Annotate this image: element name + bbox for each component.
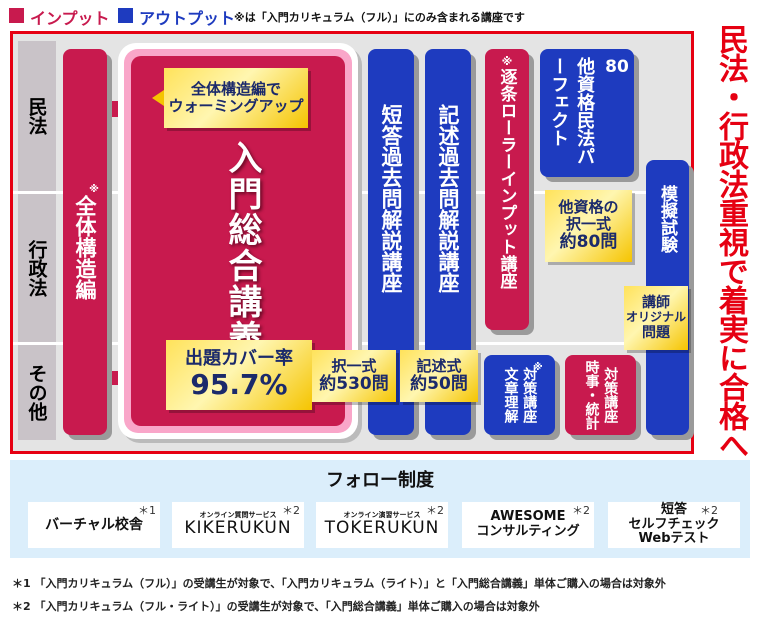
- follow-kikerukun: オンライン質問サービス KIKERUKUN ＊2: [172, 502, 304, 548]
- coverage-badge: 出題カバー率 95.7%: [166, 340, 312, 410]
- follow-self-check-web-test: 短答 セルフチェック Webテスト ＊2: [608, 502, 740, 548]
- legend-output: アウトプット: [139, 9, 236, 28]
- input-swatch: [9, 8, 24, 23]
- other-license-badge: 他資格の 択一式 約80問: [545, 190, 632, 262]
- output-swatch: [118, 8, 133, 23]
- callout-pointer: [152, 90, 164, 106]
- row-label-gyoseiho: 行政法: [18, 194, 56, 342]
- follow-awesome-consulting: AWESOME コンサルティング ＊2: [462, 502, 594, 548]
- kijutsu-count-badge: 記述式 約50問: [400, 350, 478, 402]
- tanto-count-badge: 択一式 約530問: [312, 350, 396, 402]
- footnote-1: ＊1 「入門カリキュラム（フル）」の受講生が対象で、「入門カリキュラム（ライト）…: [12, 577, 666, 590]
- main-course-title: 入門総合講義: [222, 140, 262, 356]
- legend-note: ※は「入門カリキュラム（フル）」にのみ含まれる講座です: [234, 11, 525, 24]
- row-label-minpo: 民法: [18, 41, 56, 191]
- warmup-callout: 全体構造編で ウォーミングアップ: [164, 68, 308, 128]
- row-label-other: その他: [18, 345, 56, 440]
- slogan: 民法・行政法重視で着実に合格へ！: [713, 24, 748, 488]
- course-other-license-minpo: 他資格民法パーフェクト 80: [540, 49, 634, 177]
- course-jiji-tokei: 時事・統計 対策講座: [565, 355, 636, 435]
- legend-input: インプット: [30, 9, 110, 28]
- course-bunsho-rikai: 文章理解 対策講座: [484, 355, 555, 435]
- course-overview: ※ 全体構造編: [63, 49, 107, 435]
- footnote-2: ＊2 「入門カリキュラム（フル・ライト）」の受講生が対象で、「入門総合講義」単体…: [12, 600, 540, 613]
- follow-tokerukun: オンライン演習サービス TOKERUKUN ＊2: [316, 502, 448, 548]
- bunsho-mark: ※: [533, 362, 543, 373]
- follow-virtual-campus: バーチャル校舎 ＊1: [28, 502, 160, 548]
- mock-original-badge: 講師 オリジナル 問題: [624, 286, 688, 350]
- course-chikujo-roller: ※ 逐条ローラーインプット講座: [485, 49, 529, 330]
- follow-title: フォロー制度: [326, 470, 434, 491]
